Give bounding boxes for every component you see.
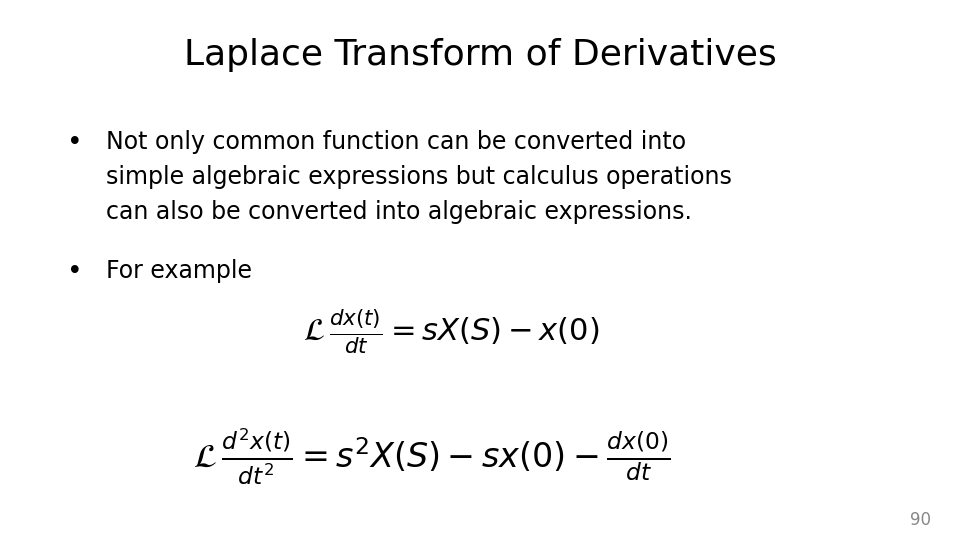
Text: •: •: [67, 259, 83, 285]
Text: simple algebraic expressions but calculus operations: simple algebraic expressions but calculu…: [106, 165, 732, 188]
Text: For example: For example: [106, 259, 252, 283]
Text: Not only common function can be converted into: Not only common function can be converte…: [106, 130, 685, 153]
Text: •: •: [67, 130, 83, 156]
Text: $\mathcal{L}\,\frac{dx(t)}{dt} = sX(S) - x(0)$: $\mathcal{L}\,\frac{dx(t)}{dt} = sX(S) -…: [303, 308, 599, 356]
Text: 90: 90: [910, 511, 931, 529]
Text: can also be converted into algebraic expressions.: can also be converted into algebraic exp…: [106, 200, 691, 224]
Text: $\mathcal{L}\,\frac{d^2x(t)}{dt^2} = s^2 X(S) - sx(0) - \frac{dx(0)}{dt}$: $\mathcal{L}\,\frac{d^2x(t)}{dt^2} = s^2…: [193, 427, 671, 487]
Text: Laplace Transform of Derivatives: Laplace Transform of Derivatives: [183, 38, 777, 72]
